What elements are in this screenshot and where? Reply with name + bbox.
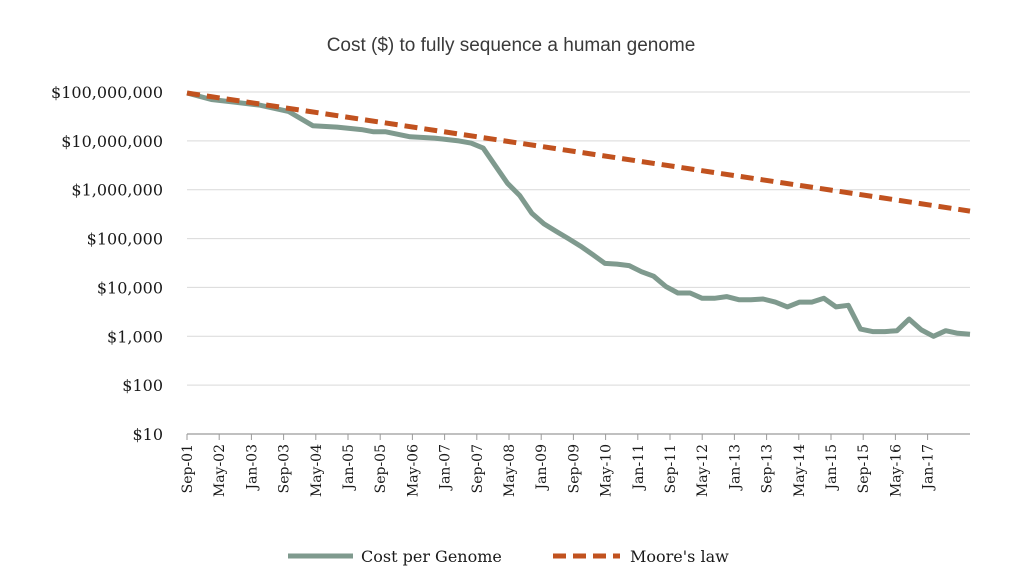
x-tick-label: Sep-07 [470, 444, 486, 493]
x-tick-label: Sep-03 [277, 444, 293, 493]
x-tick-label: May-02 [212, 444, 228, 497]
x-tick-label: Jan-11 [631, 444, 647, 492]
x-tick-label: May-12 [695, 444, 711, 497]
chart-title: Cost ($) to fully sequence a human genom… [327, 35, 696, 56]
y-tick-label: $100,000 [87, 230, 163, 249]
x-tick-label: May-06 [405, 444, 421, 497]
series-line-moore-s-law [186, 90, 971, 214]
y-tick-label: $10,000 [97, 278, 163, 297]
y-tick-label: $10 [132, 425, 163, 444]
y-tick-label: $1,000,000 [71, 181, 163, 200]
x-tick-label: Jan-13 [727, 444, 743, 492]
x-tick-label: Jan-07 [438, 444, 454, 492]
x-tick-label: May-10 [599, 444, 615, 497]
x-tick-label: Jan-03 [244, 444, 260, 492]
x-tick-label: Jan-05 [341, 444, 357, 492]
series-lines [186, 90, 971, 339]
legend-label-moores-law: Moore's law [630, 547, 729, 566]
x-tick-label: May-14 [792, 444, 808, 497]
series-line-cost-per-genome [186, 90, 971, 339]
y-tick-label: $1,000 [107, 327, 163, 346]
x-tick-label: Sep-11 [663, 444, 679, 493]
x-tick-label: Sep-05 [373, 444, 389, 493]
x-tick-label: May-08 [502, 444, 518, 497]
y-tick-label: $100 [122, 376, 163, 395]
y-tick-label: $100,000,000 [51, 83, 163, 102]
x-tick-label: Sep-15 [856, 444, 872, 493]
x-tick-label: May-04 [309, 444, 325, 497]
y-tick-label: $10,000,000 [61, 132, 163, 151]
legend-label-cost-per-genome: Cost per Genome [361, 547, 502, 566]
x-tick-label: Jan-17 [921, 444, 937, 492]
x-axis: Sep-01 May-02 Jan-03 Sep-03 May-04 Jan-05 Sep-… [180, 433, 970, 497]
x-tick-label: Sep-09 [566, 444, 582, 493]
gridlines [187, 91, 970, 435]
legend: Cost per Genome Moore's law [288, 547, 729, 566]
x-tick-label: Jan-09 [534, 444, 550, 492]
x-tick-label: Jan-15 [824, 444, 840, 492]
x-tick-label: May-16 [888, 444, 904, 497]
x-tick-label: Sep-13 [760, 444, 776, 493]
x-tick-label: Sep-01 [180, 444, 196, 493]
y-axis-ticks: $10 $100 $1,000 $10,000 $100,000 $1,000,000 $1… [51, 83, 163, 444]
